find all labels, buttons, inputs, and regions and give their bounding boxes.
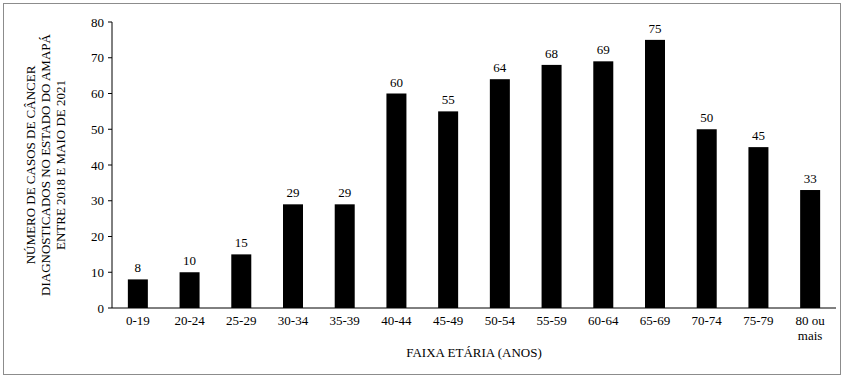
bars [128, 40, 820, 308]
x-tick-label-line: 25-29 [226, 313, 256, 328]
bar [180, 272, 200, 308]
data-label: 10 [183, 253, 196, 268]
x-tick-label-line: 35-39 [330, 313, 360, 328]
x-tick-label: 0-19 [126, 313, 150, 328]
y-tick-label: 60 [91, 86, 104, 101]
x-tick-label: 55-59 [536, 313, 566, 328]
y-axis-label: NÚMERO DE CASOS DE CÂNCERDIAGNOSTICADOS … [23, 33, 68, 295]
y-tick-label: 50 [91, 122, 104, 137]
x-tick-label-line: 55-59 [536, 313, 566, 328]
bar [490, 79, 510, 308]
x-tick-label: 40-44 [381, 313, 412, 328]
x-tick-label: 30-34 [278, 313, 309, 328]
data-label: 15 [235, 235, 248, 250]
data-label: 69 [597, 42, 610, 57]
x-tick-label: 65-69 [640, 313, 670, 328]
bar [128, 279, 148, 308]
x-tick-label-line: 60-64 [588, 313, 619, 328]
bar [283, 204, 303, 308]
y-tick-label: 10 [91, 265, 104, 280]
x-tick-label: 35-39 [330, 313, 360, 328]
y-axis-label-line: DIAGNOSTICADOS NO ESTADO DO AMAPÁ [38, 33, 53, 295]
data-label: 45 [752, 128, 765, 143]
x-tick-label-line: 20-24 [174, 313, 205, 328]
x-axis [112, 308, 836, 309]
x-tick-label-line: 70-74 [692, 313, 723, 328]
data-label: 75 [649, 21, 662, 36]
bar [645, 40, 665, 308]
y-tick-label: 20 [91, 229, 104, 244]
x-tick-label: 50-54 [485, 313, 516, 328]
x-tick-label: 45-49 [433, 313, 463, 328]
bar [438, 111, 458, 308]
frame [4, 4, 841, 375]
bar [386, 94, 406, 309]
bar [335, 204, 355, 308]
x-tick-label-line: 65-69 [640, 313, 670, 328]
y-axis-label-line: ENTRE 2018 E MAIO DE 2021 [53, 80, 68, 250]
bar [593, 61, 613, 308]
y-tick [108, 308, 112, 309]
x-tick-label-line: 45-49 [433, 313, 463, 328]
y-tick [108, 236, 112, 237]
x-tick-label-line: 30-34 [278, 313, 309, 328]
x-tick-label: 25-29 [226, 313, 256, 328]
y-tick [108, 93, 112, 94]
bar [697, 129, 717, 308]
y-tick [108, 165, 112, 166]
x-tick-label: 60-64 [588, 313, 619, 328]
data-label: 64 [493, 60, 507, 75]
x-tick-label: 80 oumais [796, 313, 826, 343]
data-label: 29 [338, 185, 351, 200]
y-tick [108, 200, 112, 201]
bar [748, 147, 768, 308]
y-tick [108, 272, 112, 273]
y-tick-label: 70 [91, 50, 104, 65]
bar [800, 190, 820, 308]
data-label: 8 [135, 260, 142, 275]
x-tick-label-line: 50-54 [485, 313, 516, 328]
y-axis-label-line: NÚMERO DE CASOS DE CÂNCER [23, 65, 38, 264]
bar [542, 65, 562, 308]
y-tick-label: 30 [91, 193, 104, 208]
y-tick [108, 22, 112, 23]
x-tick-label: 75-79 [743, 313, 773, 328]
data-label: 55 [442, 92, 455, 107]
x-tick-label: 20-24 [174, 313, 205, 328]
x-tick-label: 70-74 [692, 313, 723, 328]
y-tick-label: 80 [91, 15, 104, 30]
data-label: 60 [390, 75, 403, 90]
y-tick [108, 129, 112, 130]
y-tick [108, 57, 112, 58]
y-tick-label: 40 [91, 158, 104, 173]
data-label: 33 [804, 171, 817, 186]
data-label: 29 [287, 185, 300, 200]
y-tick-label: 0 [98, 301, 105, 316]
data-label: 50 [700, 110, 713, 125]
x-tick-label-line: mais [798, 328, 823, 343]
x-tick-label-line: 40-44 [381, 313, 412, 328]
x-tick-label-line: 0-19 [126, 313, 150, 328]
bar [231, 254, 251, 308]
chart: 0 10 20 30 40 50 60 70 80 0-19 20-24 25-29 30-34 35-3… [0, 0, 844, 378]
x-tick-label-line: 80 ou [796, 313, 826, 328]
x-axis-label: FAIXA ETÁRIA (ANOS) [406, 345, 542, 360]
data-label: 68 [545, 46, 558, 61]
x-tick-label-line: 75-79 [743, 313, 773, 328]
